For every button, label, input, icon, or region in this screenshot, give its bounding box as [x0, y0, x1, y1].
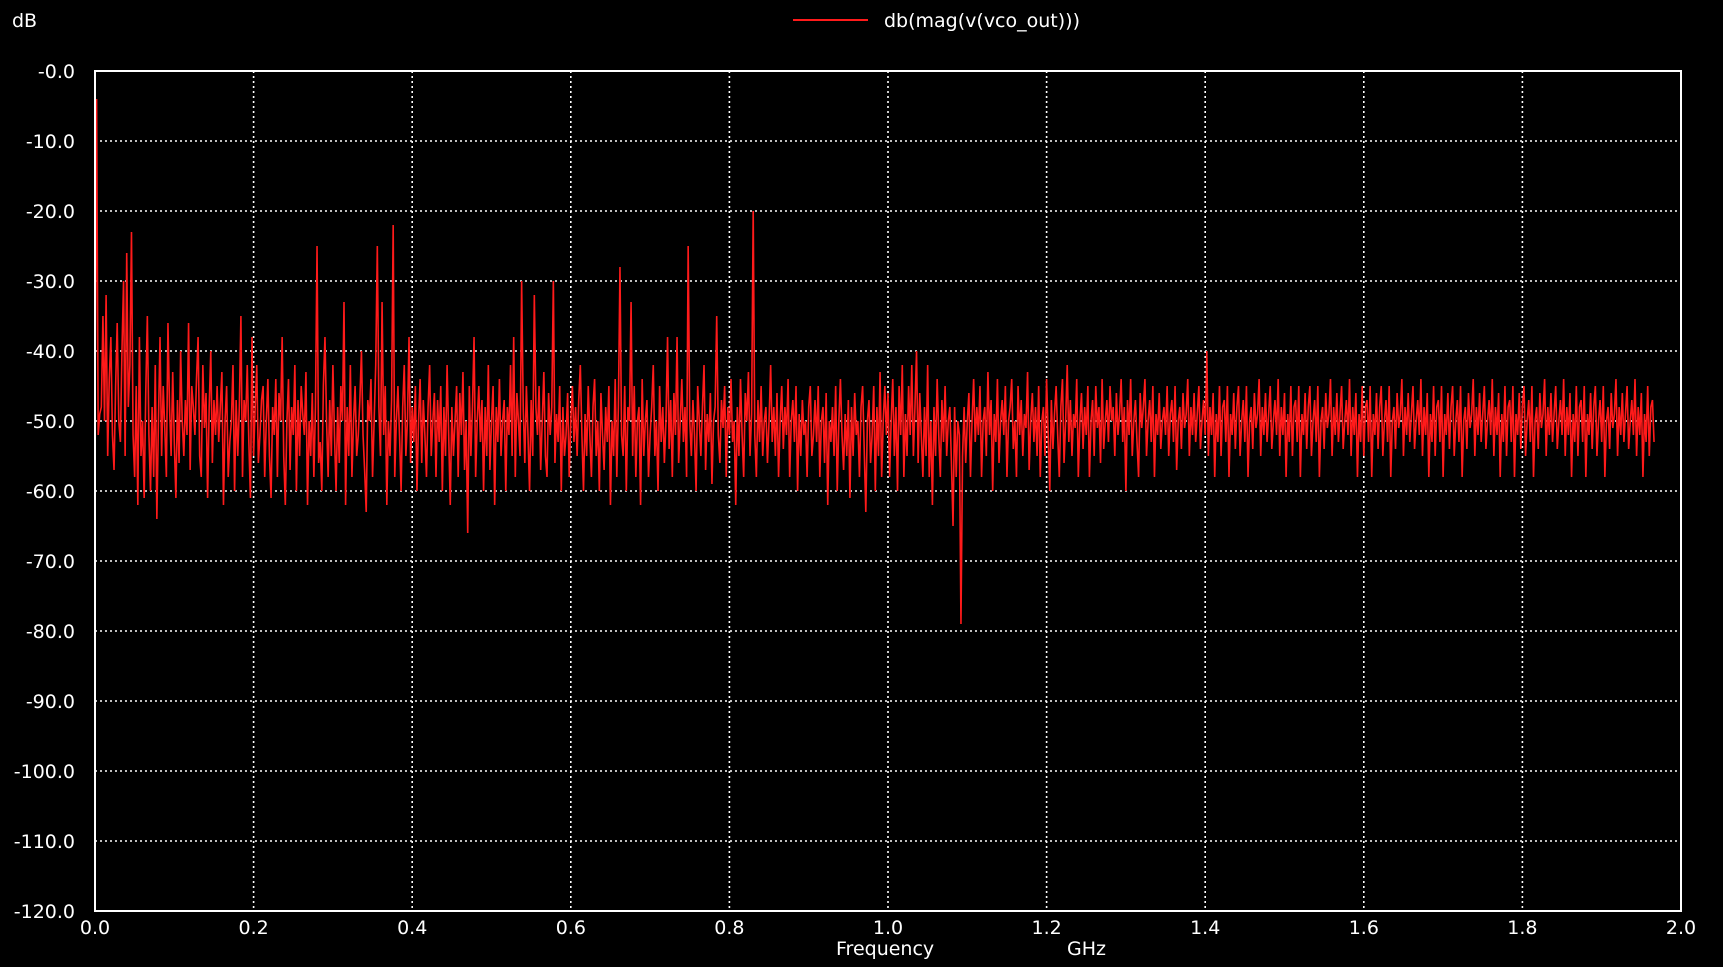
y-tick-label: -110.0 [14, 831, 75, 853]
y-tick-label: -0.0 [38, 61, 75, 83]
x-tick-label: 0.6 [556, 917, 586, 939]
y-tick-label: -80.0 [26, 621, 75, 643]
y-tick-label: -50.0 [26, 411, 75, 433]
x-tick-label: 0.2 [238, 917, 268, 939]
x-tick-label: 1.4 [1190, 917, 1220, 939]
y-tick-label: -40.0 [26, 341, 75, 363]
x-axis-label: Frequency [836, 938, 934, 960]
y-axis-unit-label: dB [12, 10, 37, 32]
x-tick-label: 1.0 [873, 917, 903, 939]
series-line-vco-out [94, 98, 1655, 625]
x-tick-label: 1.8 [1507, 917, 1537, 939]
plot-frame [94, 70, 1682, 912]
x-tick-label: 1.6 [1349, 917, 1379, 939]
x-axis-unit-label: GHz [1067, 938, 1106, 960]
y-tick-label: -120.0 [14, 901, 75, 923]
y-tick-labels: -0.0 -10.0 -20.0 -30.0 -40.0 -50.0 -60.0 -70.0 -… [14, 61, 75, 923]
y-tick-label: -30.0 [26, 271, 75, 293]
x-tick-label: 1.2 [1031, 917, 1061, 939]
x-tick-label: 2.0 [1666, 917, 1696, 939]
x-tick-label: 0.8 [714, 917, 744, 939]
y-tick-label: -90.0 [26, 691, 75, 713]
y-tick-label: -60.0 [26, 481, 75, 503]
y-tick-label: -100.0 [14, 761, 75, 783]
x-tick-label: 0.4 [397, 917, 427, 939]
y-tick-label: -20.0 [26, 201, 75, 223]
x-tick-label: 0.0 [80, 917, 110, 939]
y-tick-label: -70.0 [26, 551, 75, 573]
y-tick-label: -10.0 [26, 131, 75, 153]
x-tick-labels: 0.0 0.2 0.4 0.6 0.8 1.0 1.2 1.4 1.6 1.8 2.0 [80, 917, 1696, 939]
legend-label: db(mag(v(vco_out))) [884, 10, 1080, 32]
legend: db(mag(v(vco_out))) [793, 10, 1080, 32]
